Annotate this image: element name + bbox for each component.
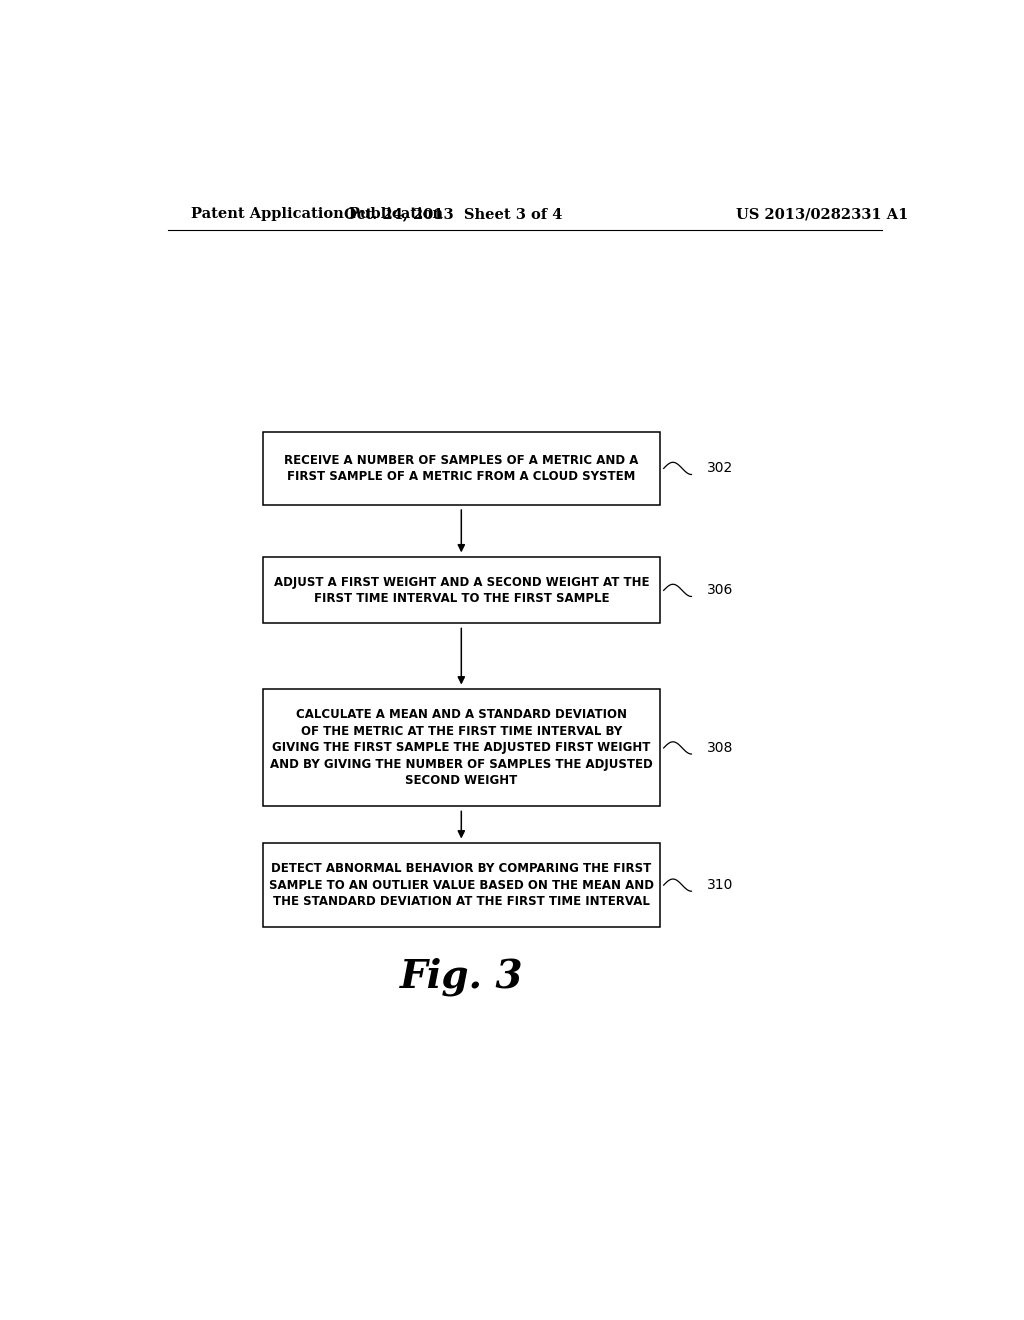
Text: 306: 306 — [708, 583, 734, 598]
FancyBboxPatch shape — [263, 843, 659, 927]
FancyBboxPatch shape — [263, 432, 659, 506]
Text: 310: 310 — [708, 878, 734, 892]
Text: DETECT ABNORMAL BEHAVIOR BY COMPARING THE FIRST
SAMPLE TO AN OUTLIER VALUE BASED: DETECT ABNORMAL BEHAVIOR BY COMPARING TH… — [269, 862, 653, 908]
Text: ADJUST A FIRST WEIGHT AND A SECOND WEIGHT AT THE
FIRST TIME INTERVAL TO THE FIRS: ADJUST A FIRST WEIGHT AND A SECOND WEIGH… — [273, 576, 649, 605]
Text: Oct. 24, 2013  Sheet 3 of 4: Oct. 24, 2013 Sheet 3 of 4 — [344, 207, 562, 222]
FancyBboxPatch shape — [263, 557, 659, 623]
Text: Fig. 3: Fig. 3 — [399, 957, 523, 995]
Text: 302: 302 — [708, 462, 733, 475]
FancyBboxPatch shape — [263, 689, 659, 807]
Text: RECEIVE A NUMBER OF SAMPLES OF A METRIC AND A
FIRST SAMPLE OF A METRIC FROM A CL: RECEIVE A NUMBER OF SAMPLES OF A METRIC … — [284, 454, 639, 483]
Text: CALCULATE A MEAN AND A STANDARD DEVIATION
OF THE METRIC AT THE FIRST TIME INTERV: CALCULATE A MEAN AND A STANDARD DEVIATIO… — [270, 709, 652, 788]
Text: Patent Application Publication: Patent Application Publication — [191, 207, 443, 222]
Text: US 2013/0282331 A1: US 2013/0282331 A1 — [736, 207, 908, 222]
Text: 308: 308 — [708, 741, 734, 755]
